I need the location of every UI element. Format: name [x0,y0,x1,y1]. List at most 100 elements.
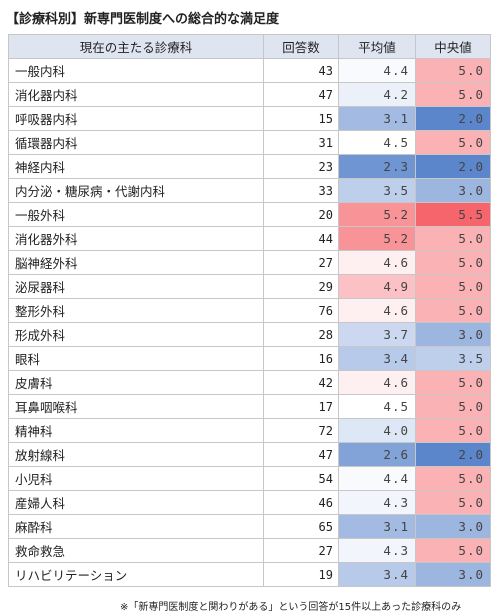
department-cell: 産婦人科 [8,490,264,515]
median-cell: 5.5 [415,202,491,227]
mean-cell: 4.4 [338,58,416,83]
mean-cell: 3.1 [338,106,416,131]
table-row: 消化器外科 44 5.2 5.0 [8,226,491,251]
mean-cell: 2.3 [338,154,416,179]
department-cell: 消化器内科 [8,82,264,107]
mean-cell: 4.0 [338,418,416,443]
header-row: 現在の主たる診療科 回答数 平均値 中央値 [8,34,491,59]
median-cell: 2.0 [415,106,491,131]
median-cell: 3.0 [415,322,491,347]
table-row: 一般外科 20 5.2 5.5 [8,202,491,227]
header-department: 現在の主たる診療科 [8,34,264,59]
mean-cell: 3.5 [338,178,416,203]
median-cell: 3.0 [415,514,491,539]
count-cell: 17 [263,394,339,419]
mean-cell: 3.7 [338,322,416,347]
count-cell: 54 [263,466,339,491]
department-cell: 整形外科 [8,298,264,323]
mean-cell: 4.5 [338,130,416,155]
median-cell: 5.0 [415,58,491,83]
table-row: リハビリテーション 19 3.4 3.0 [8,562,491,587]
median-cell: 5.0 [415,538,491,563]
table-row: 神経内科 23 2.3 2.0 [8,154,491,179]
count-cell: 15 [263,106,339,131]
table-row: 皮膚科 42 4.6 5.0 [8,370,491,395]
department-cell: 放射線科 [8,442,264,467]
mean-cell: 3.4 [338,562,416,587]
median-cell: 3.0 [415,178,491,203]
table-row: 形成外科 28 3.7 3.0 [8,322,491,347]
median-cell: 5.0 [415,466,491,491]
count-cell: 28 [263,322,339,347]
table-row: 耳鼻咽喉科 17 4.5 5.0 [8,394,491,419]
table-row: 脳神経外科 27 4.6 5.0 [8,250,491,275]
header-median: 中央値 [415,34,491,59]
table-row: 整形外科 76 4.6 5.0 [8,298,491,323]
department-cell: 循環器内科 [8,130,264,155]
count-cell: 46 [263,490,339,515]
department-cell: 一般内科 [8,58,264,83]
median-cell: 5.0 [415,250,491,275]
median-cell: 5.0 [415,274,491,299]
mean-cell: 4.6 [338,370,416,395]
median-cell: 3.0 [415,562,491,587]
table-row: 一般内科 43 4.4 5.0 [8,58,491,83]
count-cell: 29 [263,274,339,299]
mean-cell: 5.2 [338,202,416,227]
table-row: 放射線科 47 2.6 2.0 [8,442,491,467]
department-cell: 耳鼻咽喉科 [8,394,264,419]
mean-cell: 4.3 [338,538,416,563]
mean-cell: 4.6 [338,250,416,275]
department-cell: 形成外科 [8,322,264,347]
median-cell: 5.0 [415,394,491,419]
department-cell: 呼吸器内科 [8,106,264,131]
count-cell: 31 [263,130,339,155]
count-cell: 20 [263,202,339,227]
table-row: 救命救急 27 4.3 5.0 [8,538,491,563]
table-row: 小児科 54 4.4 5.0 [8,466,491,491]
count-cell: 33 [263,178,339,203]
count-cell: 76 [263,298,339,323]
count-cell: 72 [263,418,339,443]
count-cell: 27 [263,250,339,275]
mean-cell: 3.4 [338,346,416,371]
table-row: 産婦人科 46 4.3 5.0 [8,490,491,515]
department-cell: 麻酔科 [8,514,264,539]
department-cell: 眼科 [8,346,264,371]
department-cell: 小児科 [8,466,264,491]
median-cell: 2.0 [415,154,491,179]
median-cell: 5.0 [415,130,491,155]
department-cell: 救命救急 [8,538,264,563]
table-row: 内分泌・糖尿病・代謝内科 33 3.5 3.0 [8,178,491,203]
satisfaction-table: 現在の主たる診療科 回答数 平均値 中央値 一般内科 43 4.4 5.0 消化器内科 4… [8,34,491,587]
count-cell: 43 [263,58,339,83]
median-cell: 5.0 [415,226,491,251]
median-cell: 5.0 [415,418,491,443]
table-body: 一般内科 43 4.4 5.0 消化器内科 47 4.2 5.0 呼吸器内科 15 3.1 2.0 循環… [8,58,491,587]
table-row: 循環器内科 31 4.5 5.0 [8,130,491,155]
chart-title: 【診療科別】新専門医制度への総合的な満足度 [6,12,280,27]
table-row: 眼科 16 3.4 3.5 [8,346,491,371]
count-cell: 42 [263,370,339,395]
count-cell: 19 [263,562,339,587]
department-cell: 泌尿器科 [8,274,264,299]
department-cell: 消化器外科 [8,226,264,251]
table-row: 泌尿器科 29 4.9 5.0 [8,274,491,299]
mean-cell: 2.6 [338,442,416,467]
count-cell: 27 [263,538,339,563]
count-cell: 65 [263,514,339,539]
median-cell: 5.0 [415,490,491,515]
mean-cell: 4.6 [338,298,416,323]
department-cell: 内分泌・糖尿病・代謝内科 [8,178,264,203]
mean-cell: 4.9 [338,274,416,299]
count-cell: 47 [263,82,339,107]
table-row: 消化器内科 47 4.2 5.0 [8,82,491,107]
median-cell: 3.5 [415,346,491,371]
footnote: ※「新専門医制度と関わりがある」という回答が15件以上あった診療科のみ [120,602,462,613]
median-cell: 2.0 [415,442,491,467]
count-cell: 23 [263,154,339,179]
table-row: 呼吸器内科 15 3.1 2.0 [8,106,491,131]
header-mean: 平均値 [338,34,416,59]
mean-cell: 4.4 [338,466,416,491]
department-cell: 一般外科 [8,202,264,227]
